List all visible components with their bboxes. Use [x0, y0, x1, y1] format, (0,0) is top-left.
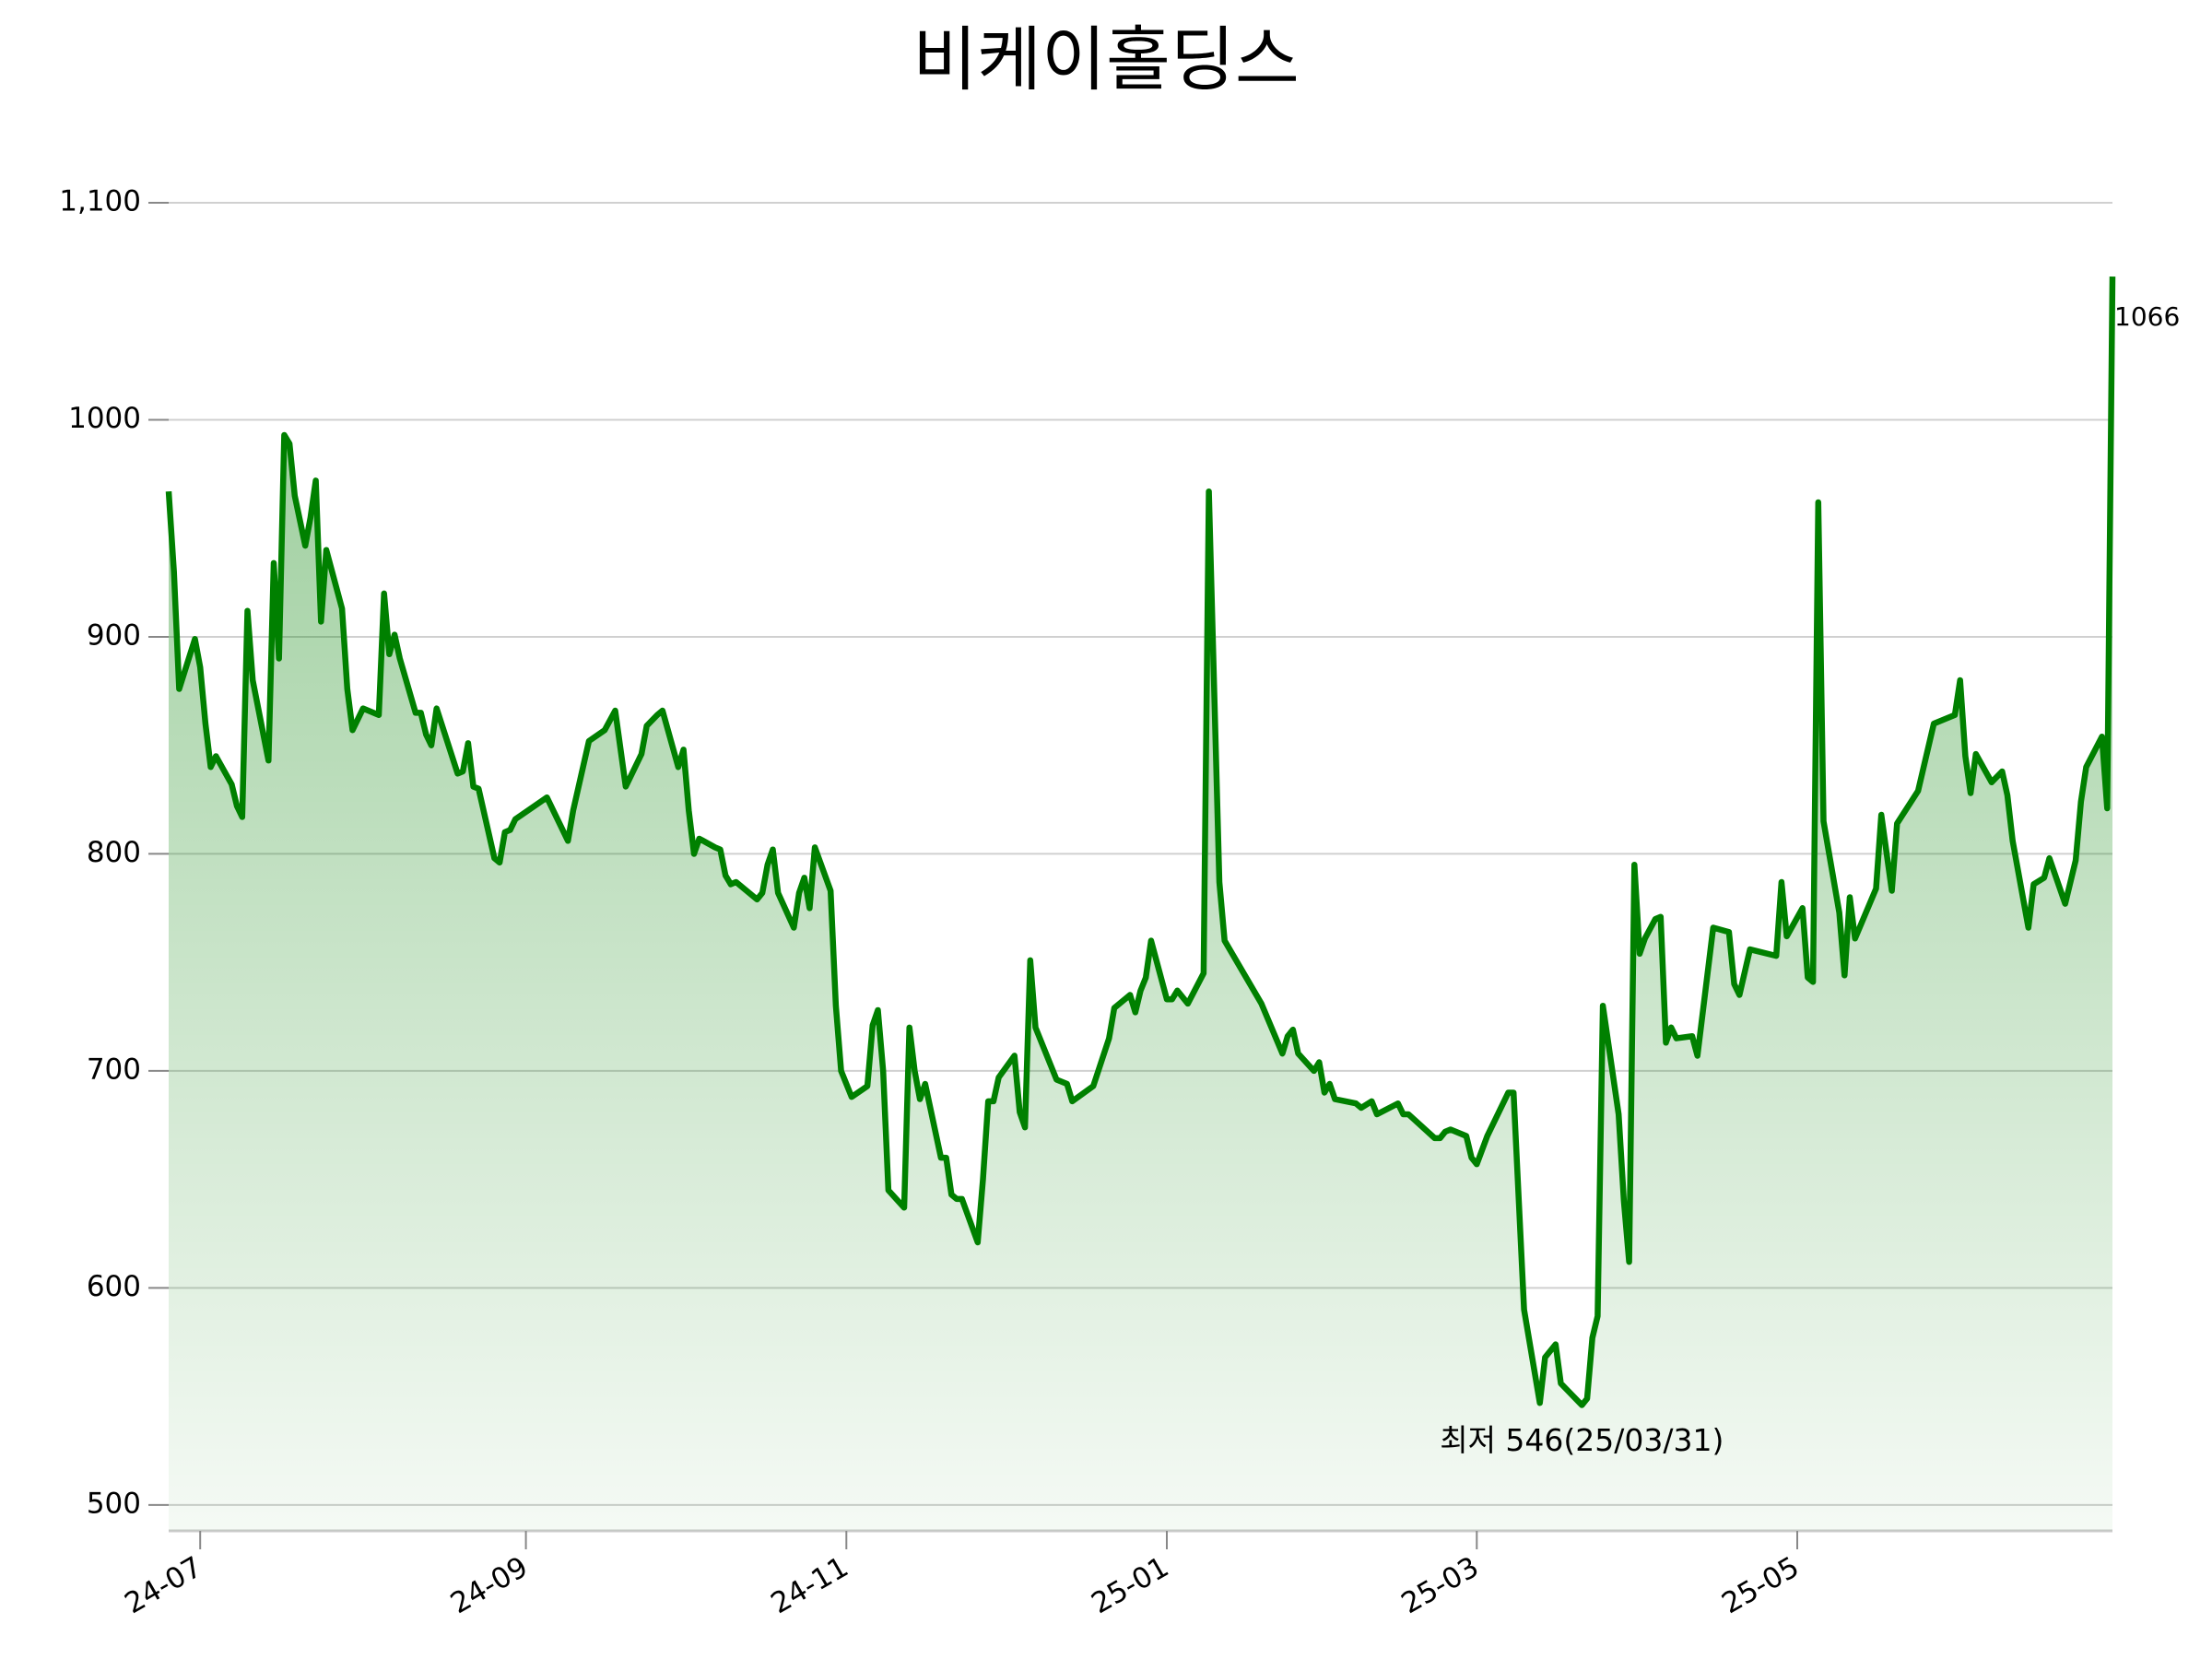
x-tick-label: 24-07 [119, 1550, 207, 1620]
x-tick-label: 25-05 [1716, 1550, 1805, 1620]
y-tick-label: 700 [87, 1053, 141, 1086]
x-tick-label: 24-09 [445, 1550, 534, 1620]
y-tick-label: 900 [87, 618, 141, 652]
x-tick-label: 25-03 [1396, 1550, 1485, 1620]
chart-title: 비케이홀딩스 [912, 18, 1300, 100]
y-tick-label: 500 [87, 1487, 141, 1520]
y-tick-label: 1,100 [59, 185, 141, 218]
y-tick-label: 1000 [68, 402, 141, 435]
y-tick-label: 800 [87, 836, 141, 869]
annotation: 최저 546(25/03/31) [1440, 1422, 1724, 1458]
x-tick-label: 24-11 [766, 1550, 854, 1620]
area [169, 276, 2112, 1531]
x-tick-label: 25-01 [1086, 1550, 1174, 1620]
annotation: 1066 [2114, 301, 2180, 332]
line [165, 276, 2116, 1408]
y-tick-label: 600 [87, 1270, 141, 1303]
